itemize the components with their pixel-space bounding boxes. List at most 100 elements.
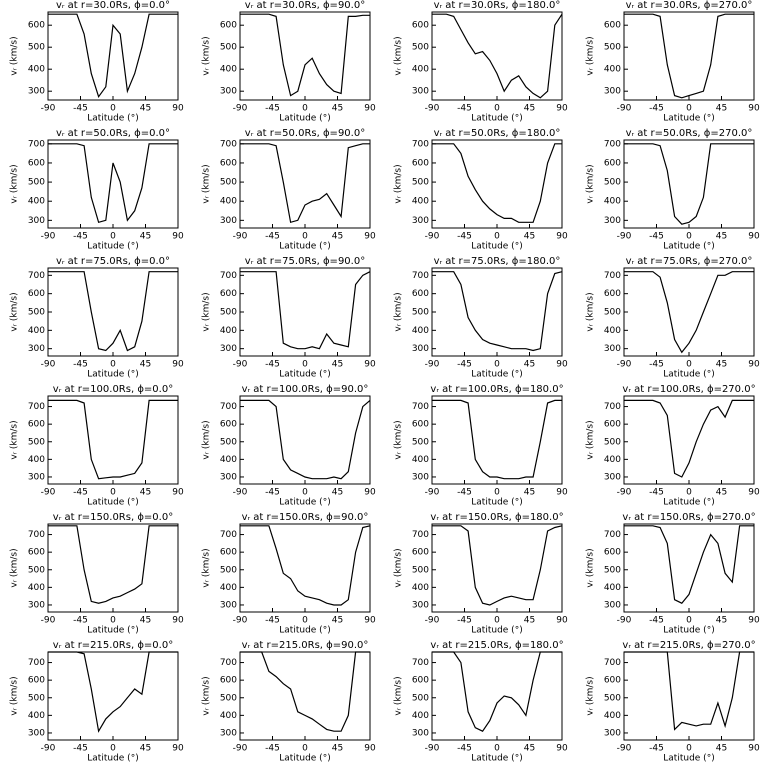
data-line [48, 399, 178, 480]
y-tick-label: 400 [28, 711, 45, 721]
x-axis-label: Latitude (°) [663, 114, 714, 124]
y-axis-label: vᵣ (km/s) [10, 292, 20, 331]
x-axis-label: Latitude (°) [87, 114, 138, 124]
y-axis-label: vᵣ (km/s) [394, 548, 404, 587]
panel-title: vᵣ at r=75.0Rs, ϕ=0.0° [56, 256, 170, 267]
y-axis-label: vᵣ (km/s) [202, 36, 212, 75]
y-tick-label: 400 [604, 583, 621, 593]
y-tick-label: 300 [220, 216, 237, 226]
y-tick-label: 300 [28, 344, 45, 354]
x-tick-label: 45 [332, 360, 343, 370]
x-tick-label: 45 [332, 488, 343, 498]
data-line [624, 271, 754, 354]
y-tick-label: 500 [604, 693, 621, 703]
panel-title: vᵣ at r=100.0Rs, ϕ=180.0° [430, 384, 563, 395]
y-tick-label: 500 [28, 178, 45, 188]
y-tick-label: 300 [604, 728, 621, 738]
y-tick-label: 400 [220, 711, 237, 721]
x-tick-label: 90 [172, 616, 184, 626]
y-tick-label: 700 [412, 271, 429, 281]
x-tick-label: -45 [265, 616, 280, 626]
y-tick-label: 500 [412, 437, 429, 447]
y-tick-label: 500 [28, 565, 45, 575]
data-line [240, 525, 371, 606]
x-tick-label: 90 [748, 488, 760, 498]
x-tick-label: 45 [332, 104, 343, 114]
y-tick-label: 400 [412, 326, 429, 336]
panel-title: vᵣ at r=50.0Rs, ϕ=180.0° [434, 128, 561, 139]
x-tick-label: 0 [302, 104, 308, 114]
y-tick-label: 300 [220, 472, 237, 482]
data-line [624, 525, 754, 604]
x-tick-label: 90 [172, 232, 184, 242]
x-tick-label: 45 [716, 744, 727, 754]
x-axis-label: Latitude (°) [471, 114, 522, 124]
x-tick-label: 90 [172, 104, 184, 114]
y-tick-label: 300 [220, 600, 237, 610]
panel-title: vᵣ at r=215.0Rs, ϕ=0.0° [53, 640, 173, 651]
x-tick-label: -45 [73, 232, 88, 242]
y-tick-label: 400 [604, 326, 621, 336]
y-axis-label: vᵣ (km/s) [202, 676, 212, 715]
x-tick-label: 45 [524, 616, 535, 626]
y-tick-label: 500 [220, 308, 237, 318]
y-tick-label: 700 [28, 658, 45, 668]
x-tick-label: 0 [686, 616, 692, 626]
x-tick-label: 45 [524, 744, 535, 754]
data-line [48, 525, 178, 604]
x-tick-label: 0 [494, 488, 500, 498]
y-axis-label: vᵣ (km/s) [586, 36, 596, 75]
x-tick-label: 45 [332, 744, 343, 754]
x-tick-label: 90 [748, 616, 760, 626]
y-tick-label: 300 [604, 87, 621, 97]
panel-title: vᵣ at r=215.0Rs, ϕ=270.0° [622, 640, 755, 651]
panel: vᵣ at r=100.0Rs, ϕ=180.0° -90 -45 0 45 90 300 4… [394, 384, 568, 508]
y-axis-label: vᵣ (km/s) [394, 164, 404, 203]
y-tick-label: 300 [28, 600, 45, 610]
y-tick-label: 600 [28, 420, 45, 430]
y-tick-label: 600 [220, 676, 237, 686]
x-axis-label: Latitude (°) [87, 242, 138, 252]
panel: vᵣ at r=100.0Rs, ϕ=90.0° -90 -45 0 45 90 300 40… [202, 384, 376, 508]
panel-title: vᵣ at r=75.0Rs, ϕ=270.0° [626, 256, 753, 267]
x-tick-label: 0 [494, 360, 500, 370]
panel-title: vᵣ at r=75.0Rs, ϕ=90.0° [245, 256, 365, 267]
panel-title: vᵣ at r=150.0Rs, ϕ=180.0° [430, 512, 563, 523]
panel-title: vᵣ at r=30.0Rs, ϕ=0.0° [56, 0, 170, 11]
x-axis-label: Latitude (°) [279, 498, 330, 508]
y-tick-label: 400 [220, 65, 237, 75]
x-tick-label: 45 [716, 104, 727, 114]
y-axis-label: vᵣ (km/s) [394, 420, 404, 459]
x-tick-label: 90 [748, 744, 760, 754]
x-tick-label: 0 [110, 104, 116, 114]
x-axis-label: Latitude (°) [87, 370, 138, 380]
panel: vᵣ at r=75.0Rs, ϕ=0.0° -90 -45 0 45 90 300 400 5… [10, 256, 184, 380]
x-tick-label: -45 [649, 744, 664, 754]
x-tick-label: -90 [425, 360, 440, 370]
y-axis-label: vᵣ (km/s) [394, 36, 404, 75]
x-axis-label: Latitude (°) [663, 370, 714, 380]
y-tick-label: 600 [604, 21, 621, 31]
x-axis-label: Latitude (°) [279, 242, 330, 252]
x-tick-label: 45 [332, 616, 343, 626]
x-tick-label: -45 [649, 488, 664, 498]
x-tick-label: 45 [140, 360, 151, 370]
y-tick-label: 500 [412, 178, 429, 188]
y-tick-label: 700 [412, 530, 429, 540]
y-tick-label: 600 [412, 21, 429, 31]
x-tick-label: -45 [73, 360, 88, 370]
data-line [432, 399, 562, 480]
y-tick-label: 400 [604, 711, 621, 721]
y-tick-label: 500 [604, 178, 621, 188]
panel-title: vᵣ at r=150.0Rs, ϕ=0.0° [53, 512, 173, 523]
y-tick-label: 300 [412, 87, 429, 97]
x-axis-label: Latitude (°) [87, 626, 138, 636]
data-line [624, 399, 754, 478]
x-tick-label: -90 [617, 104, 632, 114]
y-tick-label: 300 [604, 472, 621, 482]
x-tick-label: -90 [41, 744, 56, 754]
x-tick-label: -90 [41, 360, 56, 370]
x-tick-label: 90 [556, 488, 568, 498]
panel: vᵣ at r=50.0Rs, ϕ=0.0° -90 -45 0 45 90 300 400 5… [10, 128, 184, 252]
